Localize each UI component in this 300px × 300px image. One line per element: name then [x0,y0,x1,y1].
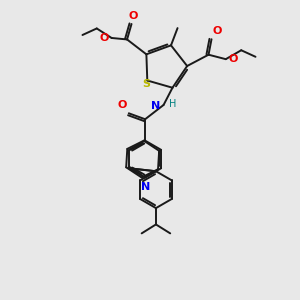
Text: N: N [151,101,160,112]
Text: S: S [142,79,150,89]
Text: O: O [213,26,222,36]
Text: O: O [117,100,126,110]
Text: H: H [169,99,176,110]
Text: O: O [99,33,109,43]
Text: O: O [229,54,238,64]
Text: N: N [141,182,150,192]
Text: O: O [128,11,138,21]
